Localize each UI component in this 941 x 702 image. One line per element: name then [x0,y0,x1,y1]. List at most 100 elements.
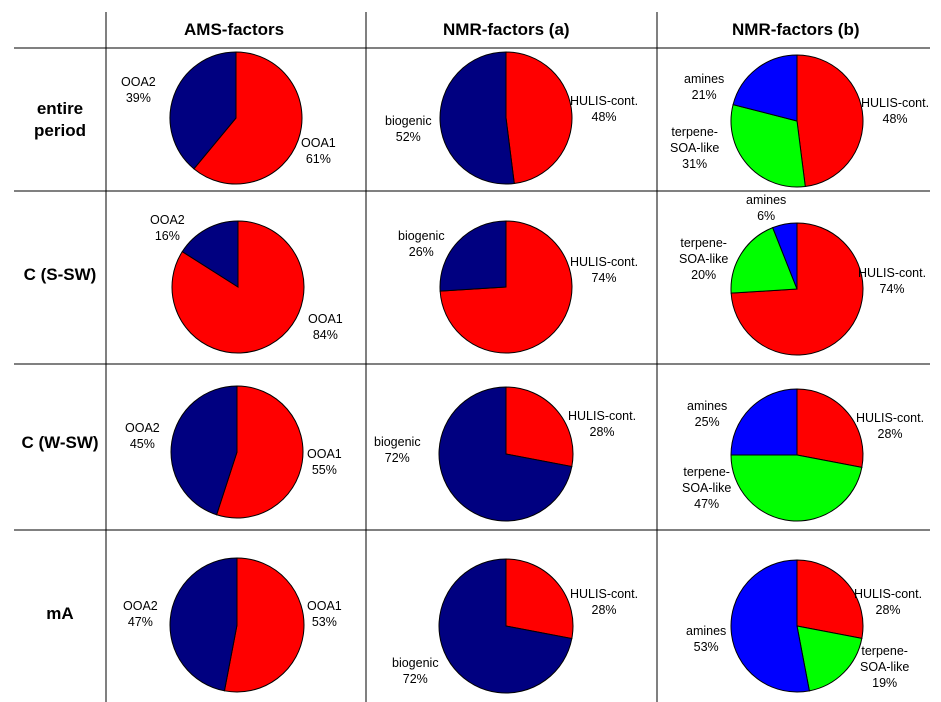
slice-value: 28% [875,603,901,617]
pie-slice-terpene-soa-like [730,454,863,522]
row-header-entire-period: entire period [34,99,86,140]
slice-value: 21% [691,88,717,102]
slice-value: 72% [402,672,428,686]
slice-value: 47% [127,615,153,629]
pie-slice-hulis-cont [796,388,864,468]
slice-name: amines [684,72,725,86]
slice-label: HULIS-cont. 74% [858,265,926,297]
pie-slice-amines [730,388,798,456]
pie-slice-terpene-soa-like [730,226,798,294]
column-header-nmr-b: NMR-factors (b) [732,20,860,39]
row-header-c-w-sw: C (W-SW) [21,433,99,452]
slice-value: 48% [882,112,908,126]
pie-slice-hulis-cont [505,51,573,185]
slice-name: OOA2 [150,213,185,227]
pie-slice-biogenic [439,220,507,292]
slice-name: OOA2 [123,599,158,613]
slice-value: 45% [129,437,155,451]
slice-label: biogenic 72% [392,655,439,687]
slice-label: amines 21% [684,71,724,103]
slice-label: OOA1 84% [308,311,343,343]
slice-name: HULIS-cont. [570,255,639,269]
slice-value: 84% [312,328,338,342]
slice-name: amines [687,399,728,413]
slice-label: amines 6% [746,192,786,224]
slice-label: biogenic 72% [374,434,421,466]
pie-slice-amines [730,559,810,693]
slice-name: biogenic [385,114,432,128]
slice-name: HULIS-cont. [861,96,930,110]
slice-label: HULIS-cont. 28% [570,586,638,618]
slice-name: SOA-like [682,481,732,495]
slice-label: HULIS-cont. 74% [570,254,638,286]
slice-value: 72% [384,451,410,465]
slice-value: 26% [408,245,434,259]
slice-name: terpene- [683,465,730,479]
slice-label: OOA2 16% [150,212,185,244]
slice-label: OOA2 45% [125,420,160,452]
slice-name: HULIS-cont. [856,411,925,425]
pie-slice-amines [732,54,798,122]
slice-name: OOA1 [307,447,342,461]
slice-value: 53% [693,640,719,654]
slice-name: OOA1 [307,599,342,613]
slice-label: OOA1 53% [307,598,342,630]
pie-slice-ooa1 [215,385,304,519]
slice-value: 31% [682,157,708,171]
slice-label: HULIS-cont. 28% [856,410,924,442]
slice-label: HULIS-cont. 48% [570,93,638,125]
slice-name: OOA1 [301,136,336,150]
slice-label: biogenic 26% [398,228,445,260]
slice-name: HULIS-cont. [568,409,637,423]
row-header-ma: mA [46,604,74,623]
slice-label: HULIS-cont. 28% [568,408,636,440]
column-header-ams: AMS-factors [184,20,285,39]
slice-name: amines [746,193,787,207]
slice-label: terpene- SOA-like 47% [682,464,731,512]
slice-name: OOA2 [121,75,156,89]
pie-slice-terpene-soa-like [796,625,863,692]
slice-label: amines 53% [686,623,726,655]
slice-name: terpene- [671,125,718,139]
column-header-nmr-a: NMR-factors (a) [443,20,570,39]
slice-value: 47% [694,497,720,511]
slice-value: 61% [305,152,331,166]
pie-slice-ooa2 [169,557,238,692]
pie-slice-terpene-soa-like [730,103,806,188]
slice-name: SOA-like [860,660,910,674]
slice-value: 28% [589,425,615,439]
slice-name: terpene- [861,644,908,658]
slice-name: OOA1 [308,312,343,326]
slice-label: OOA2 47% [123,598,158,630]
pie-slice-hulis-cont [505,386,574,468]
slice-value: 25% [694,415,720,429]
slice-label: amines 25% [687,398,727,430]
slice-name: biogenic [392,656,439,670]
slice-label: OOA1 61% [301,135,336,167]
slice-value: 55% [311,463,337,477]
slice-label: terpene- SOA-like 20% [679,235,728,283]
pie-slice-hulis-cont [796,54,864,188]
slice-value: 48% [591,110,617,124]
slice-label: OOA1 55% [307,446,342,478]
slice-value: 53% [311,615,337,629]
pie-slice-biogenic [438,558,573,694]
slice-name: biogenic [398,229,445,243]
pie-slice-ooa2 [169,51,237,170]
slice-value: 19% [872,676,898,690]
slice-name: HULIS-cont. [854,587,923,601]
slice-value: 6% [757,209,776,223]
slice-value: 39% [125,91,151,105]
slice-value: 16% [154,229,180,243]
slice-name: terpene- [680,236,727,250]
slice-label: HULIS-cont. 48% [861,95,929,127]
pie-slice-ooa2 [181,220,239,288]
pie-slice-ooa1 [223,557,305,693]
